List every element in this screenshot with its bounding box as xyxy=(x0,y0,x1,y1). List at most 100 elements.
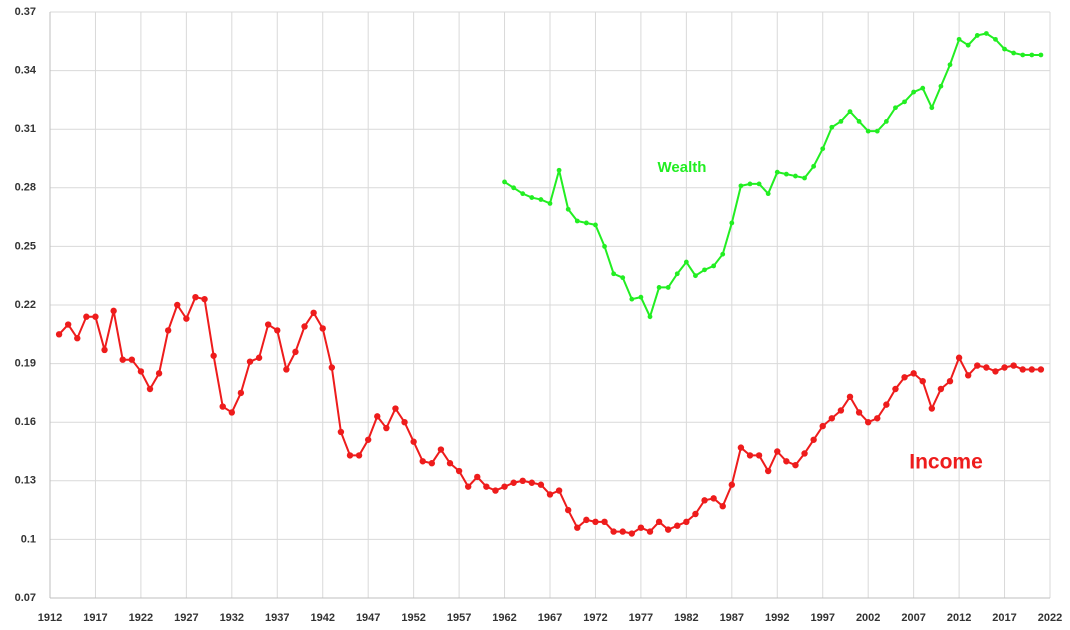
y-tick-label: 0.07 xyxy=(15,592,36,604)
x-tick-label: 1942 xyxy=(310,612,334,624)
point xyxy=(965,42,971,48)
y-tick-label: 0.16 xyxy=(15,416,36,428)
point xyxy=(529,195,535,200)
point xyxy=(592,518,599,526)
point xyxy=(301,323,308,330)
point xyxy=(937,385,945,393)
x-tick-label: 1977 xyxy=(629,612,653,624)
point xyxy=(110,307,117,315)
point xyxy=(1010,362,1017,369)
point xyxy=(310,309,317,317)
point xyxy=(674,522,681,529)
point xyxy=(455,467,463,475)
point xyxy=(355,452,363,459)
point xyxy=(55,331,63,338)
point xyxy=(210,352,217,359)
point xyxy=(565,206,571,212)
point xyxy=(183,315,190,322)
point xyxy=(692,510,699,518)
point xyxy=(510,479,517,486)
point xyxy=(637,524,645,531)
point xyxy=(793,173,798,179)
point xyxy=(1002,46,1007,52)
point xyxy=(893,105,898,111)
point xyxy=(283,366,290,373)
x-tick-label: 1962 xyxy=(492,612,516,624)
point xyxy=(846,393,854,401)
x-tick-label: 1917 xyxy=(83,612,107,624)
point xyxy=(83,313,90,320)
point xyxy=(192,293,199,301)
point xyxy=(401,419,408,426)
point xyxy=(829,124,835,130)
x-tick-label: 1982 xyxy=(674,612,698,624)
point xyxy=(319,325,326,332)
point xyxy=(264,321,272,328)
point xyxy=(874,415,881,422)
point xyxy=(902,99,907,105)
x-tick-label: 1927 xyxy=(174,612,198,624)
point xyxy=(710,495,717,502)
point xyxy=(683,259,689,265)
series-label: Income xyxy=(909,451,983,474)
point xyxy=(255,354,263,361)
point xyxy=(538,197,544,202)
point xyxy=(737,444,745,451)
point xyxy=(492,487,499,494)
point xyxy=(101,346,108,354)
point xyxy=(711,263,717,269)
point xyxy=(564,506,572,514)
point xyxy=(920,85,926,91)
point xyxy=(783,458,790,465)
point xyxy=(1037,366,1045,373)
point xyxy=(911,89,917,95)
point xyxy=(502,179,507,185)
point xyxy=(783,171,789,177)
point xyxy=(593,222,598,228)
point xyxy=(392,405,399,412)
point xyxy=(274,327,281,334)
point xyxy=(528,479,536,486)
x-tick-label: 1912 xyxy=(38,612,62,624)
point xyxy=(720,251,726,257)
point xyxy=(602,244,607,249)
point xyxy=(974,33,980,38)
point xyxy=(646,528,654,535)
point xyxy=(328,364,336,371)
point xyxy=(928,405,936,412)
point xyxy=(428,460,436,467)
point xyxy=(364,436,372,443)
point xyxy=(811,163,817,169)
point xyxy=(583,220,589,226)
point xyxy=(801,450,808,457)
point xyxy=(501,483,508,490)
x-tick-label: 2007 xyxy=(901,612,925,624)
point xyxy=(947,62,953,68)
y-tick-label: 0.34 xyxy=(15,65,37,77)
point xyxy=(647,314,653,320)
x-tick-label: 1997 xyxy=(810,612,834,624)
point xyxy=(155,370,163,377)
point xyxy=(755,452,763,459)
y-tick-label: 0.28 xyxy=(15,182,36,194)
x-tick-label: 1947 xyxy=(356,612,380,624)
point xyxy=(1011,50,1017,56)
x-tick-label: 2017 xyxy=(992,612,1016,624)
point xyxy=(792,461,799,469)
point xyxy=(837,407,845,414)
point xyxy=(956,36,962,42)
point xyxy=(1038,52,1044,58)
point xyxy=(119,356,126,363)
point xyxy=(611,271,617,277)
point xyxy=(546,491,554,498)
series-label: Wealth xyxy=(658,159,707,176)
point xyxy=(802,175,807,181)
point xyxy=(701,497,708,504)
x-tick-label: 1932 xyxy=(220,612,244,624)
point xyxy=(765,191,771,197)
point xyxy=(665,285,671,290)
x-tick-label: 2022 xyxy=(1038,612,1062,624)
line xyxy=(504,32,1041,320)
point xyxy=(346,452,354,459)
